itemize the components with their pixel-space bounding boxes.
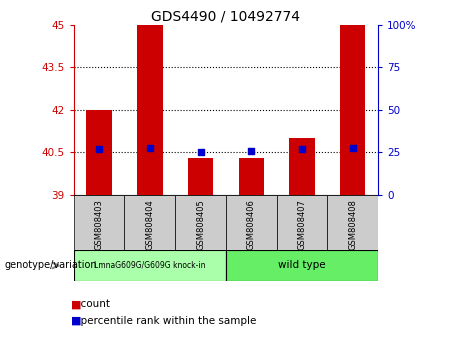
Bar <box>137 25 162 195</box>
Title: GDS4490 / 10492774: GDS4490 / 10492774 <box>151 10 301 24</box>
Bar <box>188 158 213 195</box>
Bar <box>277 195 327 250</box>
Text: ■: ■ <box>71 316 82 326</box>
Point <box>95 147 103 152</box>
Bar <box>86 110 112 195</box>
Text: count: count <box>74 299 110 309</box>
Point <box>197 149 204 155</box>
Point <box>146 145 154 151</box>
Text: GSM808407: GSM808407 <box>297 199 307 250</box>
Text: GSM808404: GSM808404 <box>145 199 154 250</box>
Bar <box>74 250 226 281</box>
Bar <box>340 25 366 195</box>
Text: genotype/variation: genotype/variation <box>5 261 97 270</box>
Bar <box>239 158 264 195</box>
Point <box>349 145 356 151</box>
Bar <box>124 195 175 250</box>
Point <box>298 147 306 152</box>
Text: percentile rank within the sample: percentile rank within the sample <box>74 316 256 326</box>
Text: GSM808408: GSM808408 <box>348 199 357 250</box>
Bar <box>226 195 277 250</box>
Text: wild type: wild type <box>278 261 326 270</box>
Bar <box>175 195 226 250</box>
Bar <box>226 250 378 281</box>
Text: GSM808406: GSM808406 <box>247 199 256 250</box>
Bar <box>74 195 124 250</box>
Bar <box>327 195 378 250</box>
Bar <box>290 138 314 195</box>
Text: LmnaG609G/G609G knock-in: LmnaG609G/G609G knock-in <box>94 261 206 270</box>
Text: GSM808403: GSM808403 <box>95 199 104 250</box>
Text: GSM808405: GSM808405 <box>196 199 205 250</box>
Text: ■: ■ <box>71 299 82 309</box>
Point <box>248 148 255 154</box>
